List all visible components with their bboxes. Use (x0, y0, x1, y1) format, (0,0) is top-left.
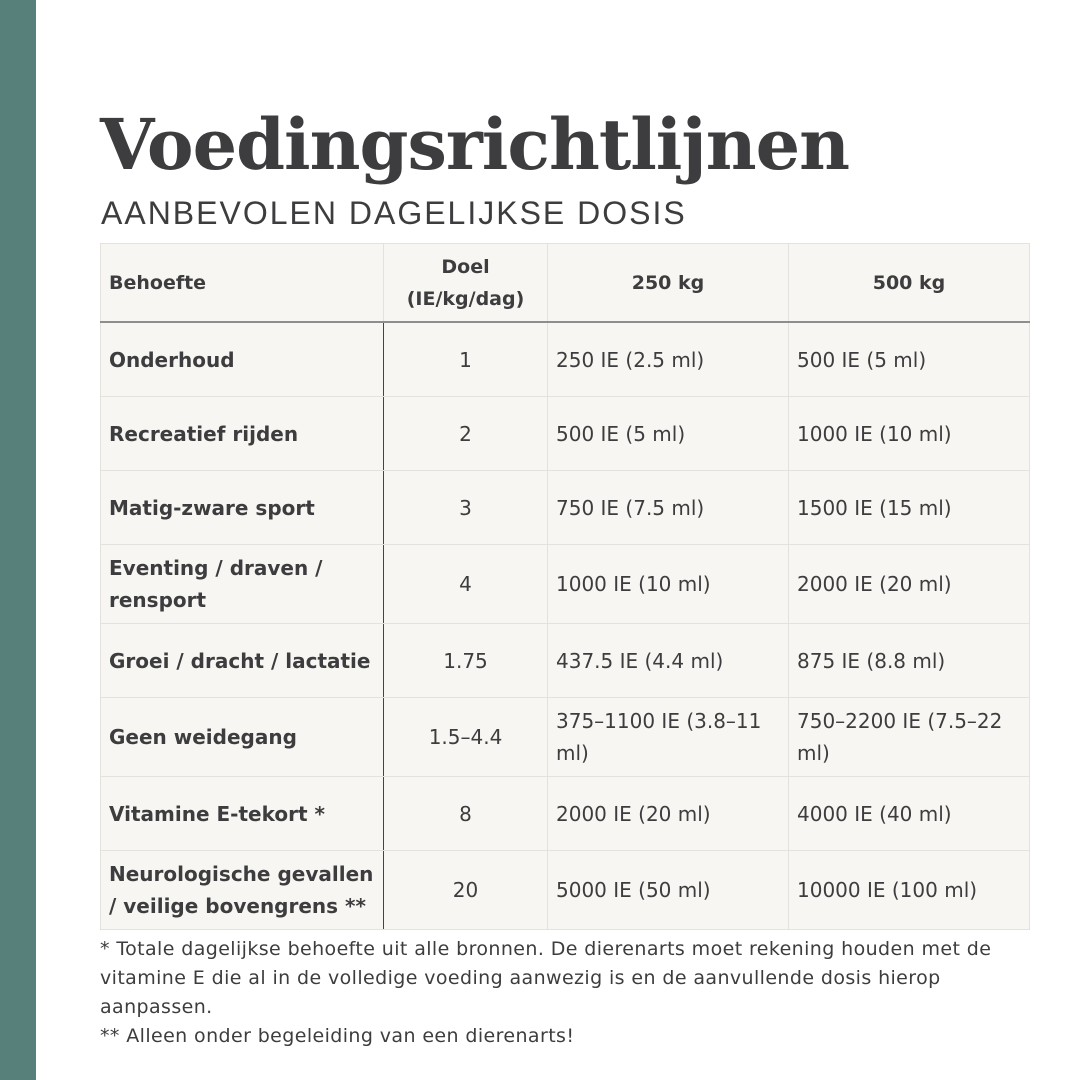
table-row: Recreatief rijden 2 500 IE (5 ml) 1000 IE (… (100, 396, 1030, 471)
cell-250kg: 250 IE (2.5 ml) (547, 321, 789, 397)
cell-behoefte: Eventing / draven / rensport (100, 544, 384, 624)
cell-doel: 1 (383, 321, 548, 397)
header-500kg: 500 kg (788, 243, 1030, 323)
cell-250kg: 750 IE (7.5 ml) (547, 470, 789, 545)
cell-doel: 4 (383, 544, 548, 624)
cell-500kg: 500 IE (5 ml) (788, 321, 1030, 397)
cell-500kg: 1500 IE (15 ml) (788, 470, 1030, 545)
cell-500kg: 750–2200 IE (7.5–22 ml) (788, 697, 1030, 777)
cell-behoefte: Vitamine E-tekort * (100, 776, 384, 851)
cell-behoefte: Groei / dracht / lactatie (100, 623, 384, 698)
cell-500kg: 2000 IE (20 ml) (788, 544, 1030, 624)
cell-250kg: 500 IE (5 ml) (547, 396, 789, 471)
footnotes: * Totale dagelijkse behoefte uit alle br… (100, 935, 1030, 1051)
cell-behoefte: Recreatief rijden (100, 396, 384, 471)
dosage-table: Behoefte Doel (IE/kg/dag) 250 kg 500 kg … (100, 243, 1030, 930)
header-behoefte: Behoefte (100, 243, 384, 323)
cell-250kg: 5000 IE (50 ml) (547, 850, 789, 930)
page-subtitle: AANBEVOLEN DAGELIJKSE DOSIS (101, 195, 687, 231)
cell-doel: 3 (383, 470, 548, 545)
cell-500kg: 875 IE (8.8 ml) (788, 623, 1030, 698)
accent-strip (0, 0, 36, 1080)
cell-doel: 8 (383, 776, 548, 851)
table-header-row: Behoefte Doel (IE/kg/dag) 250 kg 500 kg (100, 243, 1030, 323)
cell-250kg: 437.5 IE (4.4 ml) (547, 623, 789, 698)
table-row: Groei / dracht / lactatie 1.75 437.5 IE (4… (100, 623, 1030, 698)
cell-250kg: 1000 IE (10 ml) (547, 544, 789, 624)
cell-behoefte: Geen weidegang (100, 697, 384, 777)
table-row: Vitamine E-tekort * 8 2000 IE (20 ml) 4000 … (100, 776, 1030, 851)
header-doel: Doel (IE/kg/dag) (383, 243, 548, 323)
cell-behoefte: Neurologische gevallen / veilige bovengr… (100, 850, 384, 930)
cell-500kg: 4000 IE (40 ml) (788, 776, 1030, 851)
table-row: Onderhoud 1 250 IE (2.5 ml) 500 IE (5 ml) (100, 321, 1030, 397)
page-title: Voedingsrichtlijnen (100, 103, 850, 186)
table-row: Neurologische gevallen / veilige bovengr… (100, 850, 1030, 930)
cell-doel: 2 (383, 396, 548, 471)
table-row: Matig-zware sport 3 750 IE (7.5 ml) 1500 IE… (100, 470, 1030, 545)
cell-250kg: 2000 IE (20 ml) (547, 776, 789, 851)
footnote-2: ** Alleen onder begeleiding van een dier… (100, 1025, 575, 1047)
cell-behoefte: Matig-zware sport (100, 470, 384, 545)
cell-doel: 1.75 (383, 623, 548, 698)
cell-doel: 20 (383, 850, 548, 930)
table-row: Geen weidegang 1.5–4.4 375–1100 IE (3.8–11… (100, 697, 1030, 777)
cell-500kg: 10000 IE (100 ml) (788, 850, 1030, 930)
cell-behoefte: Onderhoud (100, 321, 384, 397)
footnote-1: * Totale dagelijkse behoefte uit alle br… (100, 938, 992, 1018)
cell-doel: 1.5–4.4 (383, 697, 548, 777)
table-row: Eventing / draven / rensport 4 1000 IE (10… (100, 544, 1030, 624)
cell-250kg: 375–1100 IE (3.8–11 ml) (547, 697, 789, 777)
cell-500kg: 1000 IE (10 ml) (788, 396, 1030, 471)
header-250kg: 250 kg (547, 243, 789, 323)
